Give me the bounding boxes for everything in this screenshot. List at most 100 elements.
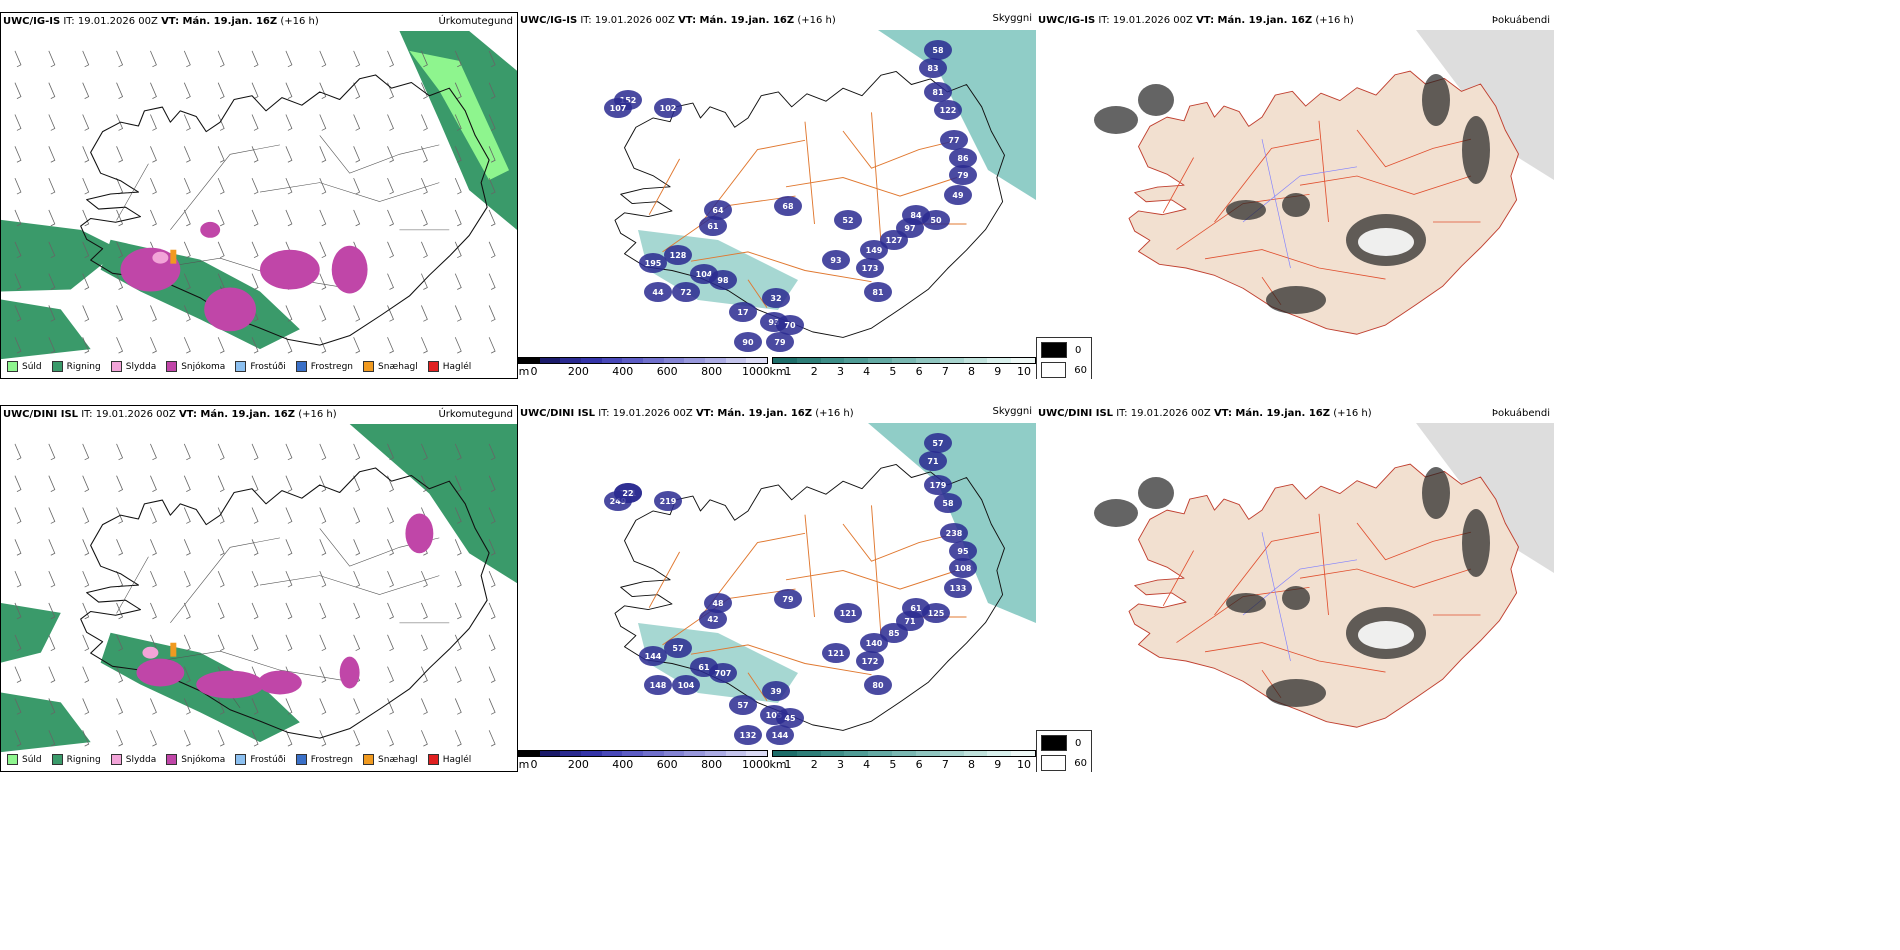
fog-legend-swatch [1041,362,1067,378]
cloud-peak-label: 68 [782,202,794,211]
cloud-peak-label: 125 [928,609,945,618]
fog-legend-swatch [1041,342,1067,358]
legend-swatch [295,754,307,765]
cloud-peak-label: 58 [932,46,944,55]
precip-map [1,31,517,378]
legend-label: Rigning [66,754,101,765]
cloud-peak-label: 61 [698,663,710,672]
colorbar-height: m 0 200 400 600 800 1000 [518,357,770,378]
colorbar-tick: 5 [889,758,897,771]
colorbar-unit: km [769,758,787,771]
legend-swatch [7,361,18,372]
cloud-peak-label: 71 [904,617,916,626]
panel-header: UWC/IG-IS IT: 19.01.2026 00Z VT: Mán. 19… [3,16,513,27]
cloud-peak-label: 95 [957,547,969,556]
colorbar-tick: 6 [915,758,923,771]
cloud-peak-label: 85 [888,629,900,638]
cloud-peak-label: 90 [742,338,754,347]
colorbar-tick: 8 [968,758,976,771]
cloud-peak-label: 79 [782,595,794,604]
colorbar-tick: 8 [968,365,976,378]
cloud-peak-label: 32 [770,294,781,303]
legend-item: Slydda [110,754,156,765]
precip-legend: Súld Rigning Slydda Snjókoma Frostúði Frostre… [3,752,476,767]
colorbar-tick: 200 [567,365,589,378]
colorbar-tick: 0 [530,758,538,771]
legend-label: Frostúði [250,754,286,765]
cloud-peak-label: 79 [957,171,969,180]
colorbar-tick: 400 [612,365,634,378]
legend-item: Frostúði [235,754,286,765]
cloud-peak-label: 39 [770,687,782,696]
cloud-peak-label: 121 [828,649,845,658]
cloud-peak-label: 50 [930,216,942,225]
cloud-peak-label: 144 [772,731,789,740]
colorbar-unit: m [518,758,530,771]
fog-legend-item: 0 [1037,338,1091,358]
fog-legend-label: 0 [1075,344,1082,356]
cloud-peak-label: 71 [927,457,939,466]
legend-swatch [51,754,63,765]
fog-legend-swatch [1041,755,1067,771]
cloud-peak-label: 48 [712,599,724,608]
cloud-peak-label: 81 [872,288,884,297]
cloud-peak-label: 133 [950,584,967,593]
cloud-peak-label: 45 [784,714,796,723]
cloud-peak-label: 148 [650,681,667,690]
legend-item: Rigning [51,754,101,765]
colorbar-swatches [772,750,1036,757]
cloud-panel-igis: UWC/IG-IS IT: 19.01.2026 00Z VT: Mán. 19… [518,12,1036,379]
fog-panel-igis: UWC/IG-IS IT: 19.01.2026 00Z VT: Mán. 19… [1036,12,1554,379]
legend-item: Haglél [427,361,472,372]
cloud-peak-label: 152 [620,96,637,105]
colorbar-tick: 5 [889,365,897,378]
legend-item: Haglél [427,754,471,765]
cloud-peak-label: 49 [952,191,964,200]
cloud-peak-label: 84 [910,211,922,220]
cloud-peak-label: 44 [652,288,664,297]
cloud-peak-label: 42 [707,615,718,624]
colorbar-tick: 800 [701,758,723,771]
legend-item: Slydda [110,361,156,372]
legend-item: Snjókoma [166,754,225,765]
cloud-peak-label: 104 [678,681,695,690]
legend-swatch [110,361,122,372]
panel-title: Skyggni [992,13,1032,24]
cloud-peak-label: 707 [715,669,732,678]
cloud-peak-label: 86 [957,154,969,163]
legend-label: Haglél [442,361,472,372]
cloud-peak-label: 61 [707,222,719,231]
panel-header: UWC/DINI ISL IT: 19.01.2026 00Z VT: Mán.… [520,406,1032,419]
precip-map [1,424,517,771]
panel-title: Skyggni [992,406,1032,417]
cloud-peak-label: 72 [680,288,691,297]
fog-legend-label: 60 [1074,757,1087,769]
precip-legend: Súld Rigning Slydda Snjókoma Frostúði Frostre… [3,359,476,374]
cloud-peak-label: 144 [645,652,662,661]
legend-label: Snjókoma [181,361,226,372]
fog-panel-dini: UWC/DINI ISL IT: 19.01.2026 00Z VT: Mán.… [1036,405,1554,772]
colorbar-tick: 600 [656,758,678,771]
legend-item: Snæhagl [363,754,418,765]
cloud-peak-label: 238 [946,529,963,538]
colorbar-tick: 1000 [742,758,770,771]
legend-swatch [427,361,439,372]
fog-legend-label: 0 [1075,737,1082,749]
cloud-peak-label: 22 [622,489,633,498]
cloud-peak-label: 104 [696,270,713,279]
cloud-peak-label: 64 [712,206,724,215]
legend-label: Súld [22,754,42,765]
colorbar-tick: 7 [941,758,949,771]
legend-item: Súld [7,361,42,372]
panel-header: UWC/IG-IS IT: 19.01.2026 00Z VT: Mán. 19… [520,13,1032,26]
colorbar-tick: 600 [656,365,678,378]
colorbar-tick: 1000 [742,365,770,378]
panel-title: Þokuábendi [1491,15,1550,26]
legend-label: Snæhagl [378,754,418,765]
legend-item: Súld [7,754,42,765]
fog-map [1036,30,1554,339]
colorbar-tick: 9 [994,365,1002,378]
cloud-map: 1115771179582389510813312548427912161718… [518,423,1036,750]
colorbar-tick: 9 [994,758,1002,771]
colorbar-tick: 10 [1017,365,1031,378]
